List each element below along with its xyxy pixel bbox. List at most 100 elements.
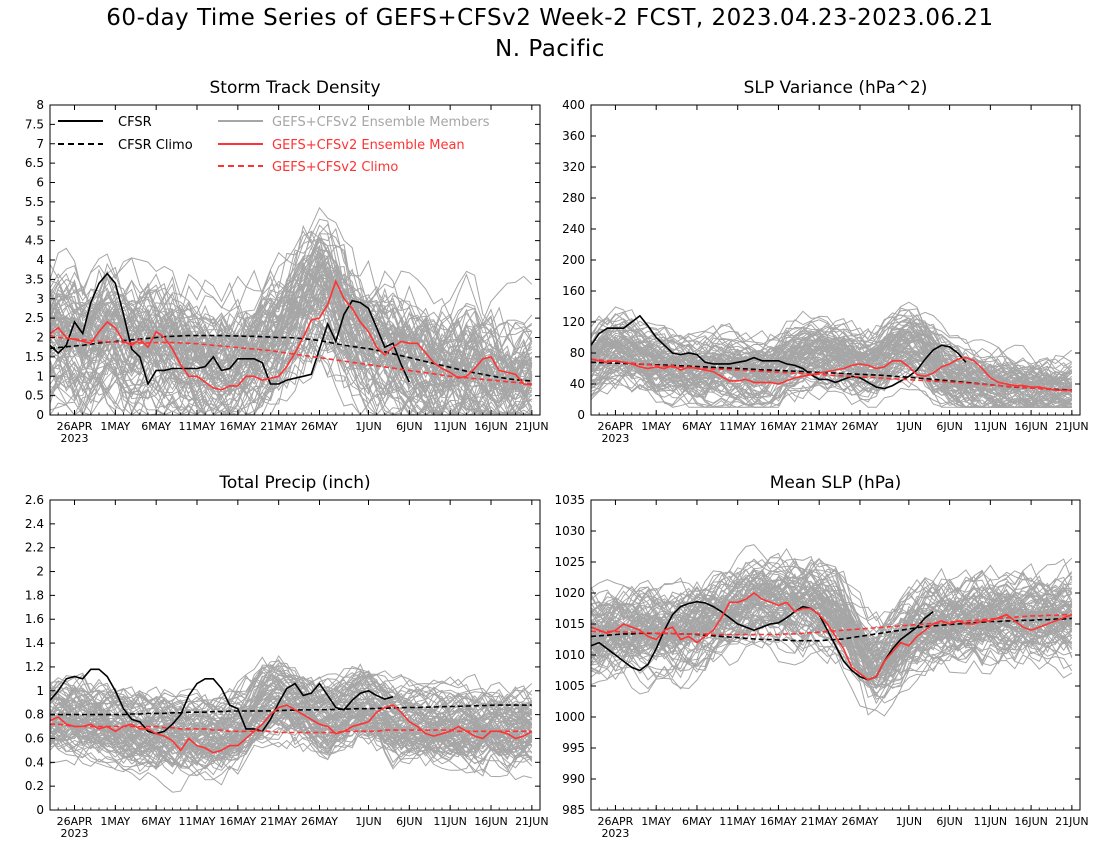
x-tick-label: 21JUN [1055, 815, 1089, 828]
x-tick-label: 1JUN [896, 420, 923, 433]
y-tick-label: 0.4 [25, 755, 44, 769]
y-tick-label: 2 [36, 565, 44, 579]
x-tick-label: 26APR [57, 420, 93, 433]
ensemble-member-line [50, 323, 532, 415]
x-tick-label: 26APR [598, 815, 634, 828]
x-tick-label: 6JUN [936, 815, 963, 828]
y-tick-label: 4 [36, 253, 44, 267]
x-tick-label: 26MAY [301, 420, 338, 433]
x-tick-label: 6MAY [141, 815, 171, 828]
ensemble-member-line [50, 274, 533, 400]
y-tick-label: 1 [36, 684, 44, 698]
ensemble-member-line [50, 664, 532, 716]
figure-title-region: N. Pacific [495, 36, 605, 62]
x-tick-label: 16JUN [474, 815, 508, 828]
ensemble-member-line [50, 238, 533, 378]
ensemble-member-line [591, 565, 1073, 654]
ensemble-member-line [50, 206, 533, 339]
y-tick-label: 1.2 [25, 660, 44, 674]
y-tick-label: 6.5 [25, 156, 44, 170]
y-tick-label: 160 [562, 284, 585, 298]
series-line-cfsr-climo [50, 704, 532, 716]
ensemble-member-line [50, 728, 532, 793]
ensemble-member-line [50, 670, 532, 714]
ensemble-member-line [591, 568, 1073, 641]
x-tick-label: 26MAY [842, 815, 879, 828]
ensemble-members [591, 544, 1073, 717]
y-tick-label: 5 [36, 214, 44, 228]
ensemble-member-line [50, 680, 533, 749]
x-tick-label: 26MAY [301, 815, 338, 828]
series-line-gefs-cfsv2-ensemble-mean [591, 591, 1073, 681]
ensemble-member-line [591, 316, 1073, 380]
x-year-label: 2023 [601, 432, 629, 445]
series-line-gefs-cfsv2-ensemble-mean [50, 279, 532, 391]
x-tick-label: 21JUN [515, 420, 549, 433]
y-tick-label: 400 [562, 98, 585, 112]
ensemble-member-line [50, 720, 533, 777]
y-tick-label: 2 [36, 331, 44, 345]
ensemble-member-line [591, 591, 1073, 688]
panel-title: SLP Variance (hPa^2) [744, 78, 928, 98]
y-tick-label: 5.5 [25, 195, 44, 209]
ensemble-member-line [591, 358, 1072, 408]
ensemble-member-line [50, 283, 533, 408]
ensemble-member-line [50, 261, 533, 396]
panel-slp-variance-hpa-2: SLP Variance (hPa^2) 0 40 80 120 160 200 240 280… [562, 78, 1089, 445]
y-tick-label: 1010 [554, 648, 585, 662]
y-tick-label: 1.5 [25, 350, 44, 364]
ensemble-member-line [591, 322, 1073, 382]
x-tick-label: 21MAY [801, 815, 838, 828]
ensemble-member-line [50, 673, 533, 732]
x-tick-label: 11MAY [719, 420, 756, 433]
y-tick-label: 0.8 [25, 708, 44, 722]
series-line-gefs-cfsv2-ensemble-mean [591, 356, 1072, 392]
legend-cfsr-label: CFSR [118, 115, 152, 130]
ensemble-member-line [50, 702, 533, 755]
y-tick-label: 320 [562, 160, 585, 174]
ensemble-member-line [50, 664, 533, 719]
ensemble-member-line [591, 594, 1073, 665]
figure-title-line1: 60-day Time Series of GEFS+CFSv2 Week-2 … [106, 5, 994, 31]
ensemble-member-line [50, 224, 532, 375]
ensemble-member-line [591, 339, 1073, 408]
y-tick-label: 1.4 [25, 636, 44, 650]
ensemble-member-line [50, 706, 532, 764]
x-tick-label: 1MAY [641, 420, 671, 433]
ensemble-member-line [591, 308, 1072, 379]
x-tick-label: 16JUN [1014, 420, 1048, 433]
y-tick-label: 240 [562, 222, 585, 236]
ensemble-member-line [50, 245, 532, 362]
x-tick-label: 26MAY [842, 420, 879, 433]
y-tick-label: 2.6 [25, 493, 44, 507]
y-tick-label: 1025 [554, 555, 585, 569]
y-tick-label: 6 [36, 176, 44, 190]
x-tick-label: 11MAY [179, 420, 216, 433]
x-tick-label: 16MAY [219, 420, 256, 433]
y-tick-label: 2.5 [25, 311, 44, 325]
ensemble-members [50, 206, 533, 415]
x-tick-label: 16MAY [219, 815, 256, 828]
ensemble-members [591, 301, 1073, 408]
panel-title: Storm Track Density [209, 78, 380, 98]
y-tick-label: 4.5 [25, 234, 44, 248]
legend-cfsr-climo-label: CFSR Climo [118, 138, 193, 153]
y-tick-label: 7 [36, 137, 44, 151]
panel-title: Mean SLP (hPa) [770, 473, 902, 493]
y-tick-label: 0 [36, 408, 44, 422]
y-tick-label: 0 [36, 803, 44, 817]
ensemble-member-line [591, 351, 1072, 408]
ensemble-member-line [50, 680, 533, 744]
ensemble-member-line [591, 610, 1073, 687]
series-line-cfsr [50, 668, 394, 735]
y-tick-label: 1000 [554, 710, 585, 724]
y-tick-label: 7.5 [25, 117, 44, 131]
x-tick-label: 26APR [57, 815, 93, 828]
x-tick-label: 26APR [598, 420, 634, 433]
ensemble-member-line [591, 313, 1073, 380]
ensemble-member-line [591, 612, 1072, 679]
y-tick-label: 3.5 [25, 272, 44, 286]
y-tick-label: 0 [577, 408, 585, 422]
legend-ensemble-mean-label: GEFS+CFSv2 Ensemble Mean [272, 138, 465, 153]
